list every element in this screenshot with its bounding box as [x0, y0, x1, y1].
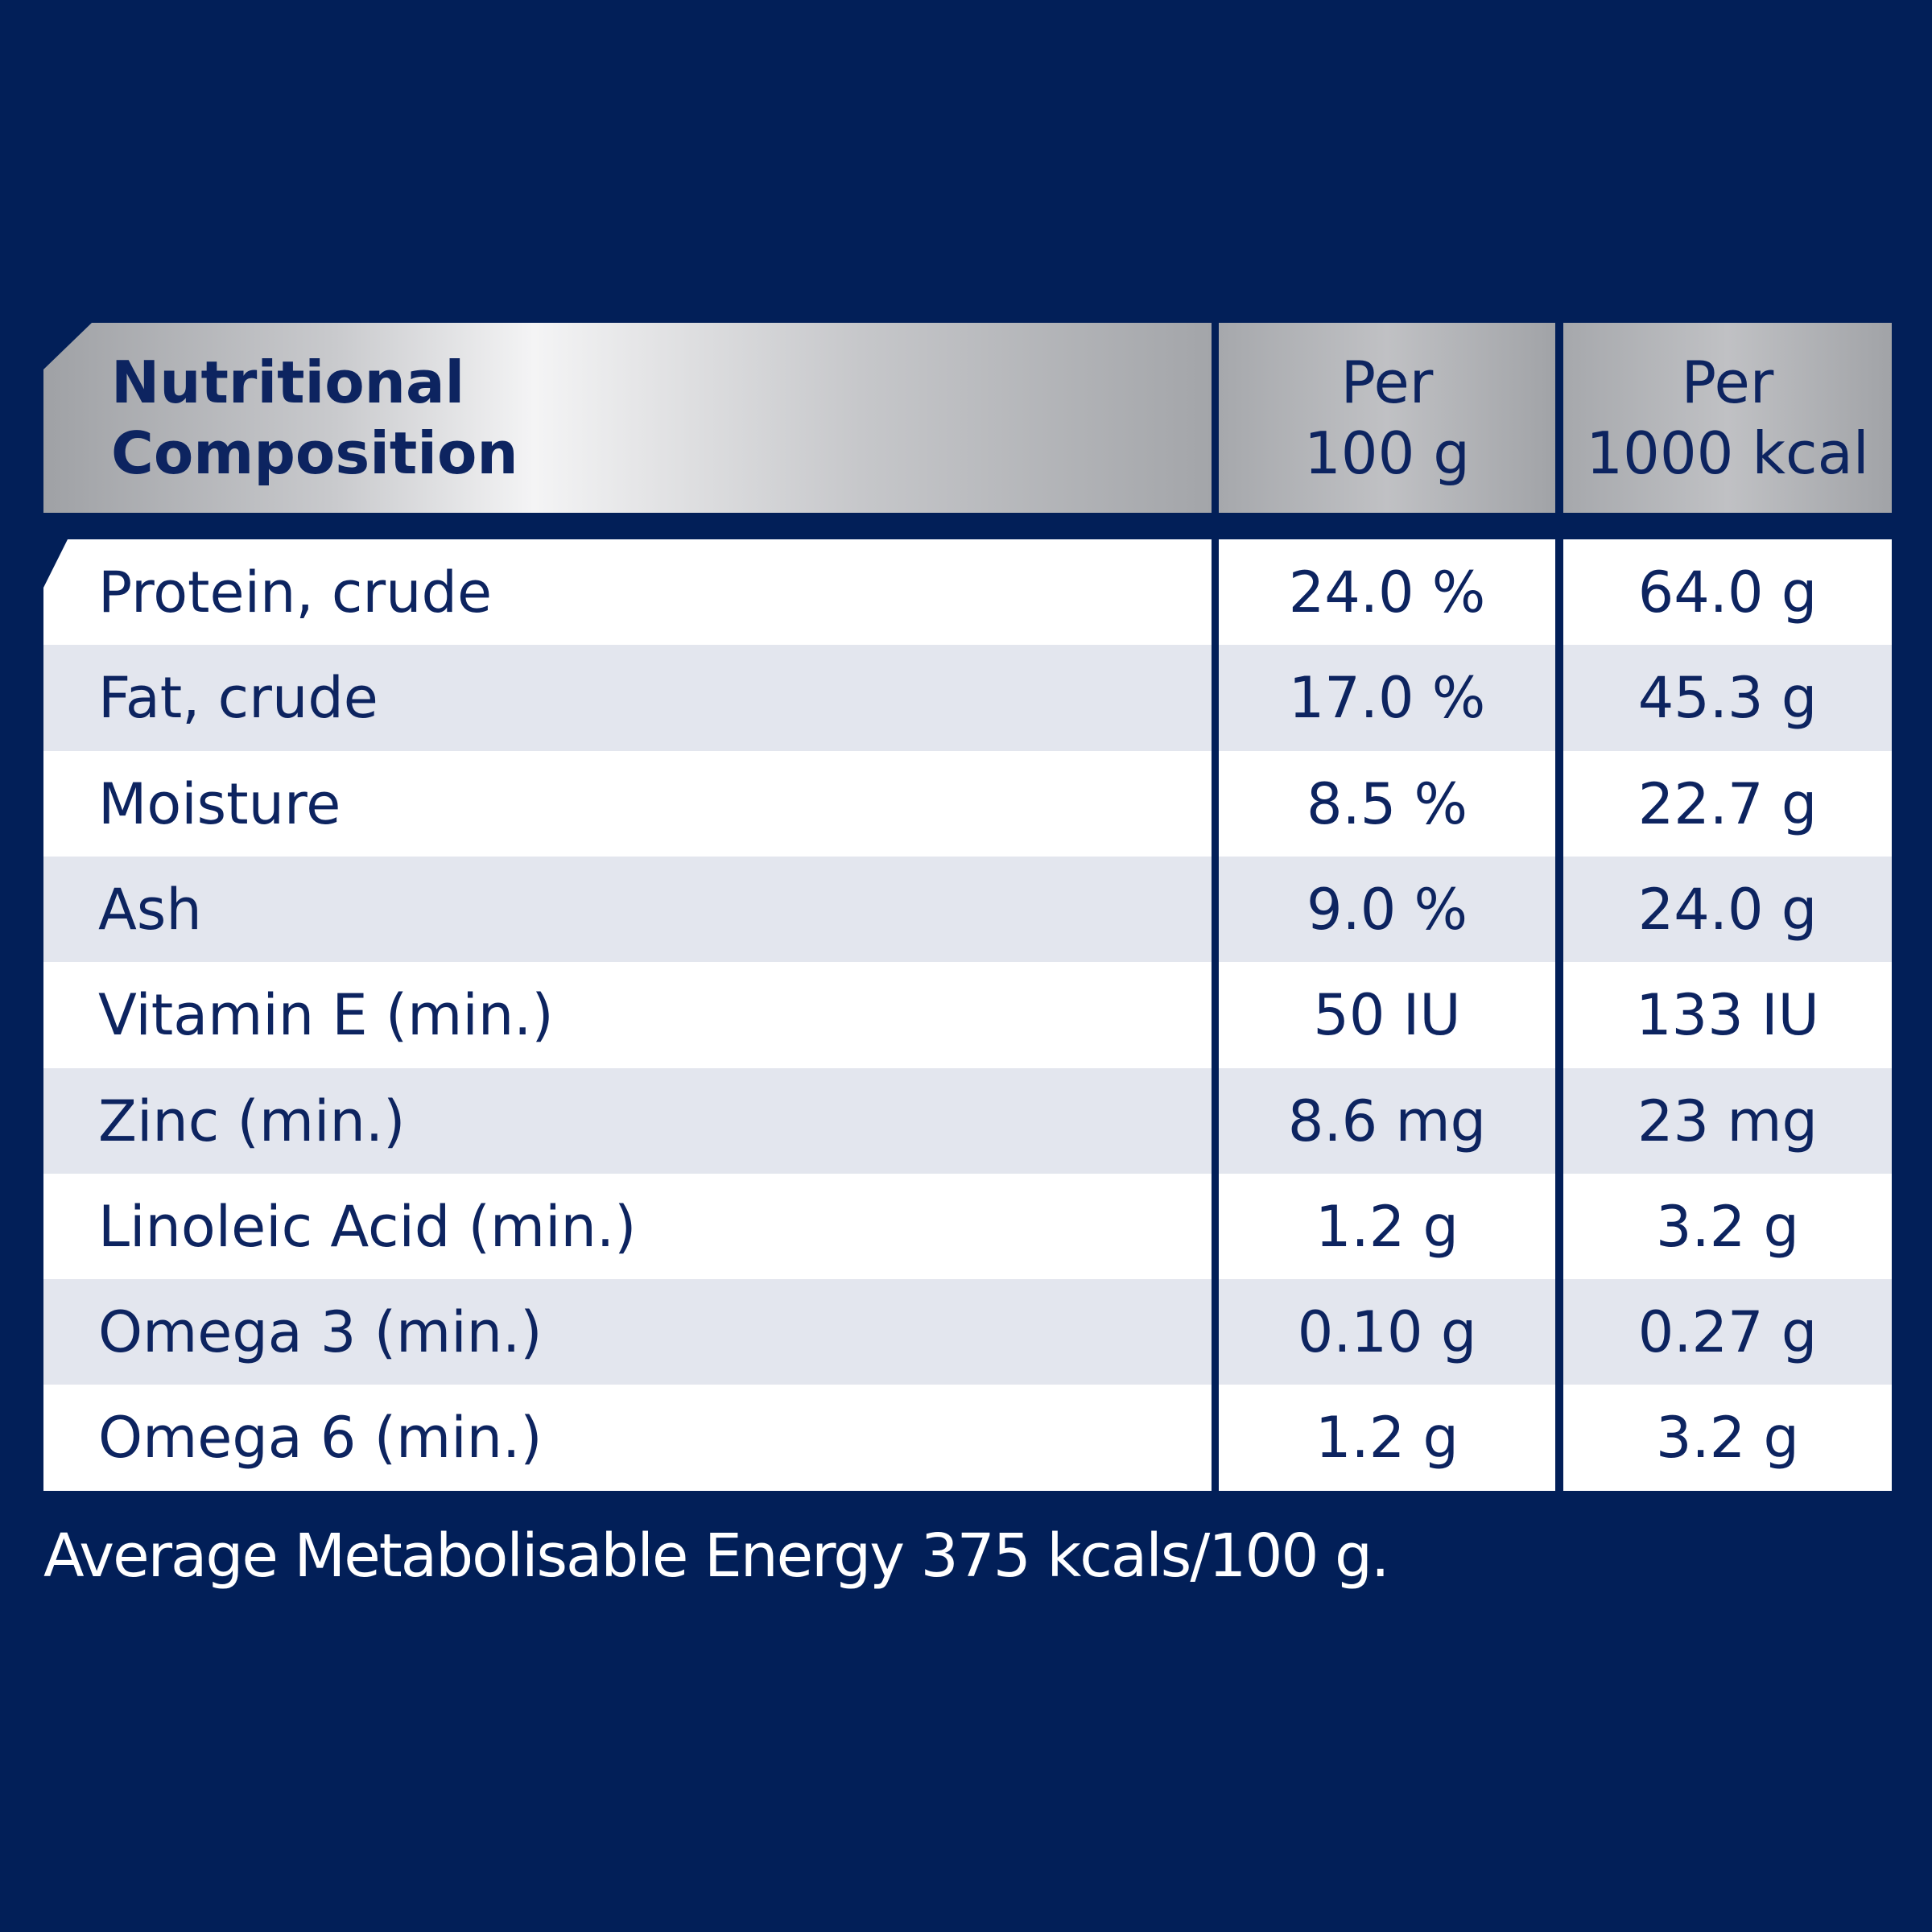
nutrient-value: 50 IU [1313, 982, 1461, 1049]
nutrient-value: 0.27 g [1637, 1299, 1818, 1366]
nutrient-value: 22.7 g [1637, 770, 1818, 837]
nutrient-name: Protein, crude [98, 559, 493, 625]
table-cell: 22.7 g [1563, 750, 1892, 857]
table-cell: Ash [43, 856, 1212, 963]
nutrient-value: 133 IU [1636, 982, 1819, 1049]
table-cell: 9.0 % [1219, 856, 1555, 963]
header-text: Per [1681, 349, 1774, 416]
header-cell: Per 100 g [1219, 323, 1555, 513]
table-cell: 17.0 % [1219, 645, 1555, 752]
table-cell: 1.2 g [1219, 1385, 1555, 1492]
nutrient-value: 45.3 g [1637, 665, 1818, 732]
table-cell: Fat, crude [43, 645, 1212, 752]
nutrient-value: 8.5 % [1306, 770, 1468, 837]
nutrient-value: 8.6 mg [1287, 1088, 1487, 1154]
table-cell: 0.27 g [1563, 1279, 1892, 1386]
table-cell: 1.2 g [1219, 1173, 1555, 1280]
header-cell: Nutritional Composition [43, 323, 1212, 513]
table-cell: 0.10 g [1219, 1279, 1555, 1386]
header-text: Composition [111, 419, 518, 487]
footer-note: Average Metabolisable Energy 375 kcals/1… [43, 1521, 1390, 1591]
nutrient-name: Omega 6 (min.) [98, 1405, 543, 1472]
nutrient-value: 24.0 g [1637, 876, 1818, 943]
table-cell: Vitamin E (min.) [43, 962, 1212, 1069]
nutrient-value: 3.2 g [1655, 1193, 1799, 1260]
table-cell: 50 IU [1219, 962, 1555, 1069]
nutrient-value: 24.0 % [1288, 559, 1486, 625]
table-cell: 8.5 % [1219, 750, 1555, 857]
nutrient-name: Zinc (min.) [98, 1088, 406, 1154]
header-text: Nutritional [111, 349, 465, 416]
nutrient-name: Omega 3 (min.) [98, 1299, 543, 1366]
table-cell: Moisture [43, 750, 1212, 857]
table-cell: 3.2 g [1563, 1385, 1892, 1492]
header-text: 100 g [1303, 419, 1470, 487]
nutrient-value: 3.2 g [1655, 1405, 1799, 1472]
nutrient-value: 1.2 g [1315, 1193, 1459, 1260]
nutrient-name: Vitamin E (min.) [98, 982, 554, 1049]
table-cell: Zinc (min.) [43, 1067, 1212, 1174]
table-cell: 64.0 g [1563, 539, 1892, 646]
table-cell: Protein, crude [43, 539, 1212, 646]
table-cell: 45.3 g [1563, 645, 1892, 752]
nutrient-name: Fat, crude [98, 665, 378, 732]
nutrient-value: 0.10 g [1297, 1299, 1477, 1366]
nutrient-value: 9.0 % [1306, 876, 1468, 943]
table-cell: 23 mg [1563, 1067, 1892, 1174]
header-text: 1000 kcal [1586, 419, 1869, 487]
nutrient-name: Linoleic Acid (min.) [98, 1193, 637, 1260]
table-cell: Linoleic Acid (min.) [43, 1173, 1212, 1280]
table-cell: 24.0 g [1563, 856, 1892, 963]
table-cell: Omega 3 (min.) [43, 1279, 1212, 1386]
nutrient-value: 17.0 % [1288, 665, 1486, 732]
table-cell: 133 IU [1563, 962, 1892, 1069]
table-cell: Omega 6 (min.) [43, 1385, 1212, 1492]
table-cell: 8.6 mg [1219, 1067, 1555, 1174]
nutrient-name: Moisture [98, 770, 341, 837]
header-cell: Per 1000 kcal [1563, 323, 1892, 513]
header-text: Per [1340, 349, 1434, 416]
nutrient-value: 1.2 g [1315, 1405, 1459, 1472]
nutrient-name: Ash [98, 876, 202, 943]
nutrient-value: 64.0 g [1637, 559, 1818, 625]
table-cell: 3.2 g [1563, 1173, 1892, 1280]
table-cell: 24.0 % [1219, 539, 1555, 646]
nutrient-value: 23 mg [1637, 1088, 1818, 1154]
